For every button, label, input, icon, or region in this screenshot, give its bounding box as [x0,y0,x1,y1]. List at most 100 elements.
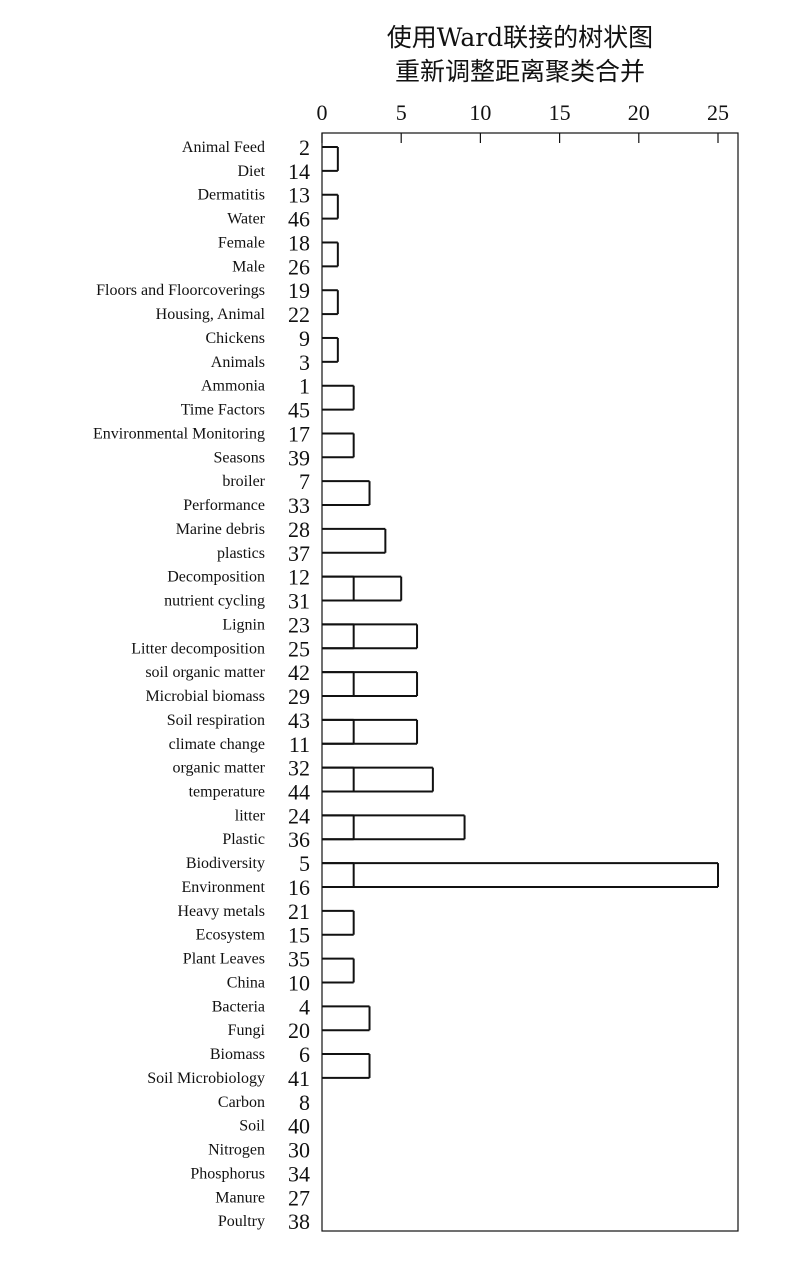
leaf-label: Biomass [210,1046,265,1063]
leaf-number: 34 [288,1161,310,1186]
leaf-label: Floors and Floorcoverings [96,282,265,299]
leaf-number: 2 [299,135,310,160]
leaf-label: Animals [211,354,265,371]
leaf-label: Animal Feed [182,139,265,156]
leaf-number: 5 [299,851,310,876]
leaf-number: 42 [288,660,310,685]
leaf-label: Performance [183,497,265,514]
leaf-label: Microbial biomass [145,688,265,705]
leaf-label: Soil Microbiology [147,1070,265,1087]
leaf-number: 16 [288,875,310,900]
leaf-number: 13 [288,183,310,208]
leaf-label: litter [235,807,266,824]
leaf-number: 24 [288,803,310,828]
axis-tick-label: 25 [707,100,729,125]
leaf-label: Phosphorus [190,1165,265,1182]
leaf-label: temperature [189,783,265,800]
leaf-number: 38 [288,1209,310,1234]
leaf-number: 15 [288,923,310,948]
leaf-number: 44 [288,779,310,804]
leaf-label: nutrient cycling [164,593,265,610]
leaf-number: 35 [288,947,310,972]
leaf-number: 43 [288,708,310,733]
leaf-number: 7 [299,469,310,494]
leaf-label: Fungi [228,1022,266,1039]
leaf-number: 26 [288,254,310,279]
leaf-label: Marine debris [176,521,265,538]
leaf-number: 20 [288,1018,310,1043]
leaf-label: China [227,974,265,991]
leaf-label: Water [227,211,265,228]
axis-tick-label: 20 [628,100,650,125]
leaf-number: 10 [288,970,310,995]
leaf-label: plastics [217,545,265,562]
leaf-label: Soil [239,1118,265,1135]
leaf-label: Dermatitis [197,187,265,204]
leaf-number: 14 [288,159,310,184]
leaf-number: 19 [288,278,310,303]
leaf-number: 22 [288,302,310,327]
leaf-label: soil organic matter [145,664,265,681]
leaf-number: 28 [288,517,310,542]
axis-tick-label: 10 [469,100,491,125]
leaf-label: broiler [222,473,265,490]
leaf-number: 46 [288,207,310,232]
leaf-number: 4 [299,994,310,1019]
leaf-label: Carbon [218,1094,265,1111]
leaf-number: 41 [288,1066,310,1091]
leaf-number: 11 [289,732,310,757]
leaf-number: 36 [288,827,310,852]
leaf-label: Plastic [222,831,265,848]
leaf-label: Poultry [218,1213,265,1230]
axis-tick-label: 0 [317,100,328,125]
plot-frame [321,132,739,1232]
leaf-label: climate change [169,736,265,753]
leaf-number: 31 [288,589,310,614]
leaf-number: 40 [288,1114,310,1139]
leaf-label: Lignin [222,616,265,633]
leaf-label: Environment [181,879,265,896]
leaf-number: 8 [299,1090,310,1115]
leaf-number: 6 [299,1042,310,1067]
leaf-label: Diet [237,163,265,180]
leaf-label: Time Factors [181,402,265,419]
leaf-number: 32 [288,756,310,781]
leaf-label: Environmental Monitoring [93,425,265,442]
leaf-number: 37 [288,541,310,566]
leaf-label: Female [218,234,265,251]
leaf-number: 21 [288,899,310,924]
leaf-number: 33 [288,493,310,518]
leaf-number: 39 [288,445,310,470]
leaf-number: 30 [288,1138,310,1163]
leaf-number: 3 [299,350,310,375]
leaf-number: 25 [288,636,310,661]
leaf-label: Male [232,258,265,275]
leaf-label: Ecosystem [196,927,266,944]
leaf-number: 45 [288,398,310,423]
chart-title-line1: 使用Ward联接的树状图 [386,23,654,52]
leaf-number: 12 [288,565,310,590]
axis-tick-label: 5 [396,100,407,125]
leaf-label: Decomposition [167,569,265,586]
leaf-label: Manure [215,1189,265,1206]
axis-tick-label: 15 [549,100,571,125]
leaf-label: organic matter [172,760,265,777]
leaf-label: Biodiversity [186,855,265,872]
leaf-label: Seasons [213,449,265,466]
leaf-number: 18 [288,230,310,255]
chart-title-line2: 重新调整距离聚类合并 [394,57,645,86]
leaf-number: 9 [299,326,310,351]
leaf-label: Heavy metals [177,903,265,920]
leaf-number: 1 [299,374,310,399]
leaf-label: Nitrogen [208,1142,265,1159]
leaf-number: 27 [288,1185,310,1210]
leaf-label: Litter decomposition [131,640,265,657]
leaf-number: 23 [288,612,310,637]
leaf-label: Housing, Animal [156,306,266,323]
leaf-label: Ammonia [201,378,265,395]
leaf-label: Chickens [205,330,265,347]
leaf-label: Soil respiration [167,712,265,729]
leaf-label: Bacteria [212,998,265,1015]
leaf-number: 17 [288,421,310,446]
